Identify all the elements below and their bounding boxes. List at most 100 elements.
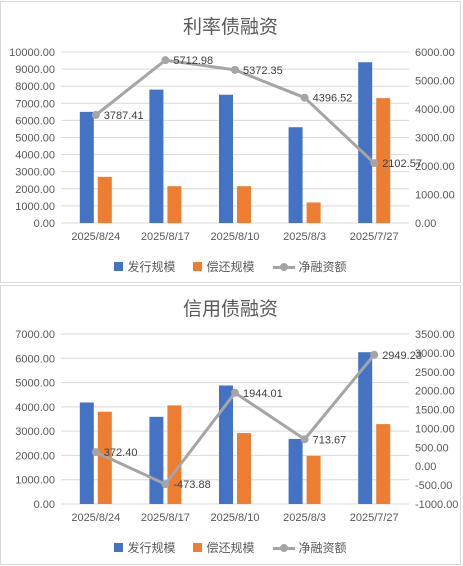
x-tick-label: 2025/8/24 [71, 231, 120, 243]
net-financing-data-label: 372.40 [104, 447, 138, 459]
bar-issue [358, 62, 373, 224]
chart-panel-rate-bonds: 利率债融资 0.00 1000.00 2000.00 3000.00 4000.00 50… [0, 1, 461, 283]
legend-label-issue: 发行规模 [127, 260, 176, 274]
legend-swatch-repay [193, 543, 203, 552]
chart-plot-rate-bonds: 0.00 1000.00 2000.00 3000.00 4000.00 5000.00 6… [9, 47, 455, 243]
bar-issue [288, 127, 303, 223]
y-left-tick-label: 5000.00 [15, 378, 55, 390]
legend-item-issue: 发行规模 [114, 539, 175, 556]
y-right-tick-label: 3000.00 [415, 348, 455, 360]
net-financing-point [370, 159, 379, 168]
bar-repay [376, 424, 391, 504]
bar-issue [79, 111, 94, 223]
net-financing-data-label: 2949.23 [382, 350, 422, 362]
x-tick-label: 2025/7/27 [350, 512, 399, 524]
net-financing-data-label: 5372.35 [243, 65, 283, 77]
legend-swatch-issue [114, 543, 124, 552]
y-right-tick-label: 4000.00 [415, 104, 455, 116]
x-tick-label: 2025/8/3 [283, 512, 326, 524]
bar-issue [149, 416, 164, 504]
x-tick-label: 2025/7/27 [350, 231, 399, 243]
bar-repay [306, 202, 321, 223]
net-financing-point [231, 388, 239, 397]
net-financing-data-label: -473.88 [173, 479, 210, 491]
y-right-tick-label: 3500.00 [415, 329, 455, 341]
net-financing-point [91, 111, 100, 120]
y-left-tick-label: 1000.00 [15, 475, 55, 487]
bar-repay [237, 186, 251, 223]
y-left-tick-label: 4000.00 [15, 150, 55, 162]
net-financing-data-label: 713.67 [313, 434, 347, 446]
y-right-tick-label: 0.00 [415, 218, 436, 230]
chart-legend: 发行规模 偿还规模 净融资额 [1, 539, 460, 556]
bar-issue [219, 385, 233, 504]
y-left-tick-label: 4000.00 [15, 402, 55, 414]
y-left-tick-label: 5000.00 [15, 133, 55, 145]
y-right-tick-label: 5000.00 [415, 76, 455, 88]
bar-issue [219, 94, 233, 223]
legend-label-issue: 发行规模 [127, 541, 176, 555]
y-left-tick-label: 6000.00 [15, 115, 55, 127]
chart-legend: 发行规模 偿还规模 净融资额 [1, 258, 460, 275]
y-right-tick-label: -500.00 [415, 480, 452, 492]
net-financing-point [300, 93, 309, 102]
legend-item-net: 净融资额 [272, 539, 347, 556]
bar-repay [167, 186, 182, 223]
y-right-tick-label: 500.00 [415, 442, 449, 454]
legend-swatch-net [272, 543, 295, 553]
y-left-tick-label: 10000.00 [9, 47, 55, 59]
y-left-tick-label: 0.00 [34, 218, 55, 230]
legend-item-issue: 发行规模 [114, 258, 175, 275]
chart-title: 信用债融资 [182, 299, 278, 320]
y-right-tick-label: 1000.00 [415, 423, 455, 435]
chart-title: 利率债融资 [182, 17, 278, 38]
bar-repay [97, 176, 112, 223]
bar-repay [306, 455, 321, 504]
y-left-tick-label: 3000.00 [15, 167, 55, 179]
net-financing-point [91, 448, 100, 457]
y-left-tick-label: 2000.00 [15, 184, 55, 196]
y-left-tick-label: 8000.00 [15, 81, 55, 93]
bar-issue [79, 402, 94, 504]
chart-plot-credit-bonds: 0.00 1000.00 2000.00 3000.00 4000.00 5000.00 6… [15, 329, 458, 524]
y-right-tick-label: 3000.00 [415, 133, 455, 145]
legend-item-net: 净融资额 [272, 258, 347, 275]
x-tick-label: 2025/8/10 [211, 512, 260, 524]
y-right-tick-label: 0.00 [415, 461, 436, 473]
bar-repay [376, 98, 391, 223]
x-tick-label: 2025/8/10 [211, 231, 260, 243]
y-left-tick-label: 7000.00 [15, 329, 55, 341]
net-financing-point [161, 56, 170, 65]
net-financing-data-label: 2102.57 [382, 158, 422, 170]
net-financing-data-label: 5712.98 [173, 55, 213, 67]
legend-item-repay: 偿还规模 [193, 258, 255, 275]
y-right-tick-label: 2500.00 [415, 367, 455, 379]
legend-item-repay: 偿还规模 [193, 539, 255, 556]
chart-panel-credit-bonds: 信用债融资 0.00 1000.00 2000.00 3000.00 4000.00 50… [0, 285, 461, 565]
net-financing-point [370, 350, 379, 359]
net-financing-data-label: 1944.01 [243, 388, 283, 400]
y-left-tick-label: 3000.00 [15, 426, 55, 438]
y-right-tick-label: 1500.00 [415, 405, 455, 417]
legend-swatch-issue [114, 262, 124, 271]
net-financing-point [161, 480, 170, 489]
net-financing-data-label: 4396.52 [313, 93, 353, 105]
y-left-tick-label: 7000.00 [15, 98, 55, 110]
legend-label-net: 净融资额 [298, 260, 347, 274]
net-financing-data-label: 3787.41 [104, 110, 144, 122]
bar-issue [358, 352, 373, 504]
net-financing-point [231, 65, 239, 74]
y-left-tick-label: 0.00 [34, 499, 55, 511]
y-left-tick-label: 6000.00 [15, 353, 55, 365]
legend-label-repay: 偿还规模 [206, 260, 255, 274]
y-left-tick-label: 2000.00 [15, 450, 55, 462]
bar-issue [149, 89, 164, 224]
y-right-tick-label: 2000.00 [415, 161, 455, 173]
legend-label-net: 净融资额 [298, 541, 347, 555]
net-financing-point [300, 435, 309, 444]
x-tick-label: 2025/8/24 [71, 512, 120, 524]
x-tick-label: 2025/8/17 [141, 231, 190, 243]
legend-swatch-net [272, 262, 295, 272]
y-right-tick-label: 1000.00 [415, 190, 455, 202]
y-left-tick-label: 1000.00 [15, 201, 55, 213]
